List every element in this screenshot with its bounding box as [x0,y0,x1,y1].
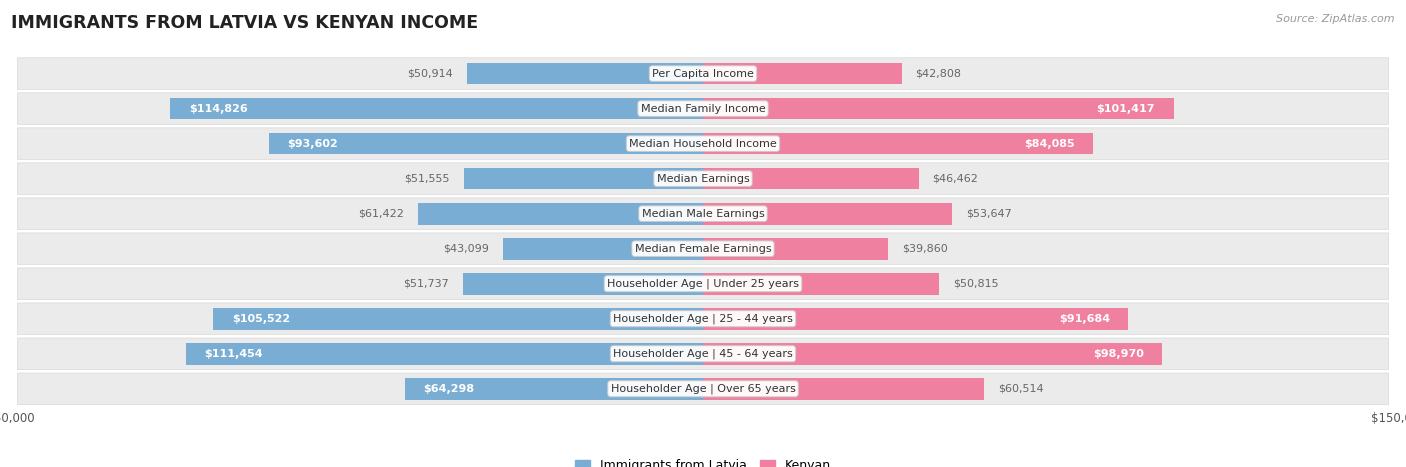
Text: Median Male Earnings: Median Male Earnings [641,209,765,219]
Text: $53,647: $53,647 [966,209,1011,219]
Text: $51,737: $51,737 [404,279,449,289]
Text: $105,522: $105,522 [232,314,290,324]
Bar [467,63,703,85]
Text: $61,422: $61,422 [359,209,404,219]
Bar [463,273,703,295]
Text: $91,684: $91,684 [1059,314,1109,324]
Bar [703,273,939,295]
Text: Householder Age | Over 65 years: Householder Age | Over 65 years [610,383,796,394]
Text: $50,815: $50,815 [953,279,998,289]
Text: $60,514: $60,514 [998,384,1043,394]
Text: $64,298: $64,298 [423,384,474,394]
Text: $39,860: $39,860 [901,244,948,254]
FancyBboxPatch shape [17,303,1389,334]
Text: IMMIGRANTS FROM LATVIA VS KENYAN INCOME: IMMIGRANTS FROM LATVIA VS KENYAN INCOME [11,14,478,32]
Bar [703,133,1092,155]
Text: Source: ZipAtlas.com: Source: ZipAtlas.com [1277,14,1395,24]
Text: Per Capita Income: Per Capita Income [652,69,754,78]
FancyBboxPatch shape [17,163,1389,194]
FancyBboxPatch shape [17,233,1389,264]
Bar [703,308,1129,330]
Text: $46,462: $46,462 [932,174,979,184]
Text: Median Household Income: Median Household Income [628,139,778,149]
Text: Median Earnings: Median Earnings [657,174,749,184]
Text: $43,099: $43,099 [443,244,489,254]
Bar [186,343,703,365]
Text: $114,826: $114,826 [188,104,247,113]
Bar [464,168,703,190]
Bar [703,63,901,85]
Text: $111,454: $111,454 [204,349,263,359]
Text: $84,085: $84,085 [1024,139,1074,149]
Bar [703,238,889,260]
Bar [170,98,703,120]
Text: $101,417: $101,417 [1097,104,1154,113]
Text: $98,970: $98,970 [1092,349,1143,359]
Bar [703,343,1163,365]
Text: Householder Age | 25 - 44 years: Householder Age | 25 - 44 years [613,313,793,324]
Bar [703,168,918,190]
Legend: Immigrants from Latvia, Kenyan: Immigrants from Latvia, Kenyan [571,454,835,467]
FancyBboxPatch shape [17,373,1389,404]
Bar [418,203,703,225]
Text: $50,914: $50,914 [408,69,453,78]
Bar [405,378,703,400]
Text: $93,602: $93,602 [287,139,337,149]
FancyBboxPatch shape [17,338,1389,369]
Text: Median Family Income: Median Family Income [641,104,765,113]
FancyBboxPatch shape [17,268,1389,299]
Text: Householder Age | 45 - 64 years: Householder Age | 45 - 64 years [613,348,793,359]
Text: $51,555: $51,555 [405,174,450,184]
Bar [703,98,1174,120]
Text: $42,808: $42,808 [915,69,962,78]
FancyBboxPatch shape [17,198,1389,229]
FancyBboxPatch shape [17,58,1389,89]
FancyBboxPatch shape [17,128,1389,159]
Bar [503,238,703,260]
Bar [269,133,703,155]
FancyBboxPatch shape [17,93,1389,124]
Text: Householder Age | Under 25 years: Householder Age | Under 25 years [607,278,799,289]
Bar [214,308,703,330]
Text: Median Female Earnings: Median Female Earnings [634,244,772,254]
Bar [703,378,984,400]
Bar [703,203,952,225]
